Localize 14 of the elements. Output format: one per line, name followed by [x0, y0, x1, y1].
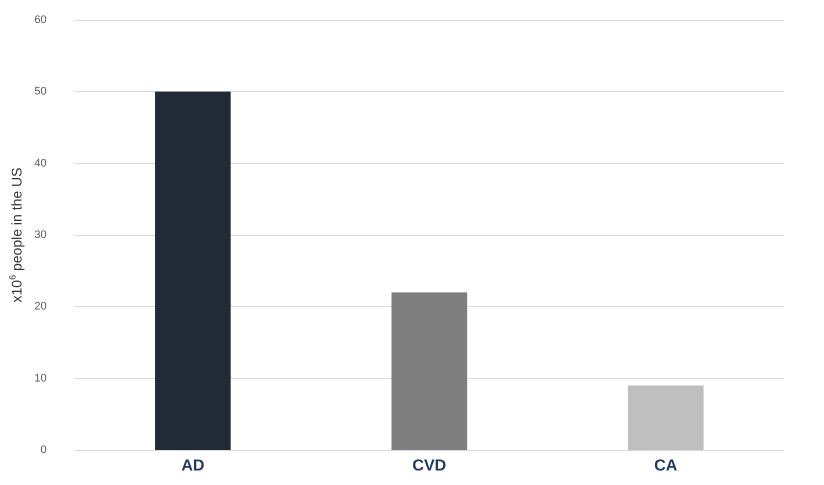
bar: [628, 386, 704, 450]
y-tick-label: 0: [40, 444, 47, 456]
y-tick-label: 60: [34, 14, 47, 26]
x-tick-label: CVD: [412, 458, 446, 474]
y-tick-label: 50: [34, 86, 47, 98]
y-tick-label: 30: [34, 229, 47, 241]
y-tick-label: 40: [34, 157, 47, 170]
y-axis-title: x106 people in the US: [8, 168, 24, 302]
bar: [155, 92, 231, 450]
bar: [391, 292, 468, 450]
x-tick-label: CA: [654, 458, 678, 474]
y-tick-label: 20: [34, 300, 47, 313]
y-tick-label: 10: [34, 372, 47, 384]
x-tick-label: AD: [181, 458, 204, 474]
